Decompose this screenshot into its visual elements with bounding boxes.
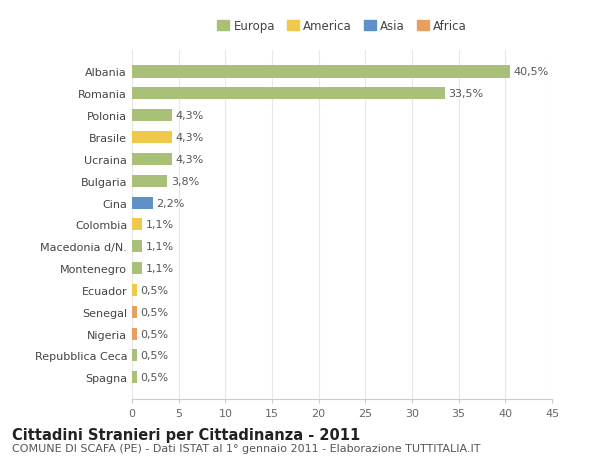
Bar — [132, 263, 142, 274]
Text: Cittadini Stranieri per Cittadinanza - 2011: Cittadini Stranieri per Cittadinanza - 2… — [12, 427, 360, 442]
Bar — [132, 328, 137, 340]
Legend: Europa, America, Asia, Africa: Europa, America, Asia, Africa — [212, 15, 472, 38]
Text: 0,5%: 0,5% — [140, 285, 169, 295]
Bar — [132, 284, 137, 297]
Text: 4,3%: 4,3% — [176, 111, 204, 121]
Bar — [132, 175, 167, 187]
Text: 1,1%: 1,1% — [146, 242, 174, 252]
Bar — [132, 197, 152, 209]
Bar — [132, 153, 172, 166]
Text: 1,1%: 1,1% — [146, 263, 174, 274]
Text: 2,2%: 2,2% — [156, 198, 185, 208]
Bar — [132, 241, 142, 253]
Bar — [132, 67, 510, 78]
Text: 0,5%: 0,5% — [140, 329, 169, 339]
Bar — [132, 371, 137, 383]
Bar — [132, 306, 137, 318]
Text: 0,5%: 0,5% — [140, 373, 169, 382]
Text: 0,5%: 0,5% — [140, 307, 169, 317]
Bar — [132, 350, 137, 362]
Text: 40,5%: 40,5% — [514, 67, 549, 77]
Text: 33,5%: 33,5% — [448, 89, 484, 99]
Text: COMUNE DI SCAFA (PE) - Dati ISTAT al 1° gennaio 2011 - Elaborazione TUTTITALIA.I: COMUNE DI SCAFA (PE) - Dati ISTAT al 1° … — [12, 443, 481, 453]
Text: 1,1%: 1,1% — [146, 220, 174, 230]
Text: 0,5%: 0,5% — [140, 351, 169, 361]
Text: 3,8%: 3,8% — [171, 176, 199, 186]
Bar — [132, 88, 445, 100]
Text: 4,3%: 4,3% — [176, 155, 204, 164]
Text: 4,3%: 4,3% — [176, 133, 204, 143]
Bar — [132, 219, 142, 231]
Bar — [132, 132, 172, 144]
Bar — [132, 110, 172, 122]
